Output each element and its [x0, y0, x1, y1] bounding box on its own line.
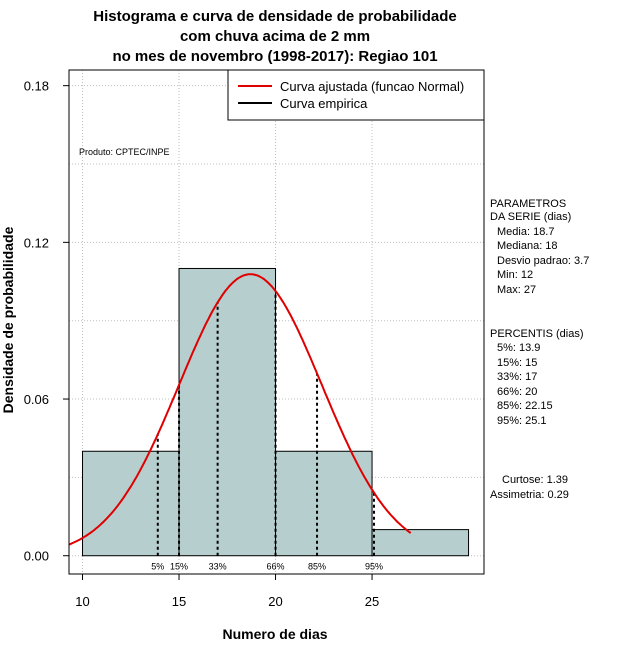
legend: Curva ajustada (funcao Normal) Curva emp…	[227, 69, 485, 121]
percentile-label-85: 85%	[308, 562, 326, 572]
percentile-label-66: 66%	[267, 562, 285, 572]
assimetria: Assimetria: 0.29	[490, 489, 569, 501]
axis-layer: 10 15 20 25 0.00 0.06 0.12 0.18	[24, 79, 380, 609]
histogram-bar-4	[371, 529, 470, 557]
percentile-layer: 5% 15% 33% 66% 85% 95%	[151, 291, 383, 572]
param-mediana: Mediana: 18	[497, 240, 558, 252]
x-tick-label-10: 10	[75, 594, 89, 609]
stats-panel: PARAMETROS DA SERIE (dias) Media: 18.7 M…	[490, 198, 589, 501]
x-axis-title: Numero de dias	[222, 626, 327, 642]
percentile-label-33: 33%	[209, 562, 227, 572]
params-header-line-1: PARAMETROS	[490, 198, 566, 210]
chart-title-line-2: com chuva acima de 2 mm	[180, 28, 370, 45]
percentis-header: PERCENTIS (dias)	[490, 328, 584, 340]
percentil-66: 66%: 20	[497, 386, 537, 398]
percentil-33: 33%: 17	[497, 371, 537, 383]
legend-label-empirical: Curva empirica	[280, 96, 368, 111]
y-tick-label-1: 0.06	[24, 392, 49, 407]
percentile-label-15: 15%	[170, 562, 188, 572]
y-tick-label-0: 0.00	[24, 549, 49, 564]
legend-label-normal: Curva ajustada (funcao Normal)	[280, 79, 464, 94]
percentil-95: 95%: 25.1	[497, 415, 547, 427]
param-desvio: Desvio padrao: 3.7	[497, 255, 589, 267]
legend-box	[227, 69, 485, 121]
percentile-label-5: 5%	[151, 562, 164, 572]
percentil-85: 85%: 22.15	[497, 400, 553, 412]
percentil-15: 15%: 15	[497, 357, 537, 369]
chart-title-line-3: no mes de novembro (1998-2017): Regiao 1…	[112, 48, 437, 65]
product-credit: Produto: CPTEC/INPE	[79, 147, 170, 157]
x-tick-label-15: 15	[172, 594, 186, 609]
param-max: Max: 27	[497, 284, 536, 296]
param-media: Media: 18.7	[497, 226, 554, 238]
histogram-bar-1	[82, 450, 180, 557]
y-axis-title: Densidade de probabilidade	[0, 226, 16, 413]
curtose: Curtose: 1.39	[502, 474, 568, 486]
chart-title-line-1: Histograma e curva de densidade de proba…	[93, 8, 456, 25]
x-tick-label-25: 25	[365, 594, 379, 609]
param-min: Min: 12	[497, 269, 533, 281]
histogram-bar-2	[178, 267, 277, 557]
curve-layer	[68, 273, 412, 546]
percentil-5: 5%: 13.9	[497, 342, 540, 354]
x-tick-label-20: 20	[268, 594, 282, 609]
histogram-bar-3	[275, 450, 373, 557]
params-header-line-2: DA SERIE (dias)	[490, 211, 571, 223]
y-tick-label-2: 0.12	[24, 235, 49, 250]
normal-fit-curve	[68, 273, 412, 546]
percentile-label-95: 95%	[365, 562, 383, 572]
y-tick-label-3: 0.18	[24, 79, 49, 94]
bars-layer	[82, 267, 470, 557]
